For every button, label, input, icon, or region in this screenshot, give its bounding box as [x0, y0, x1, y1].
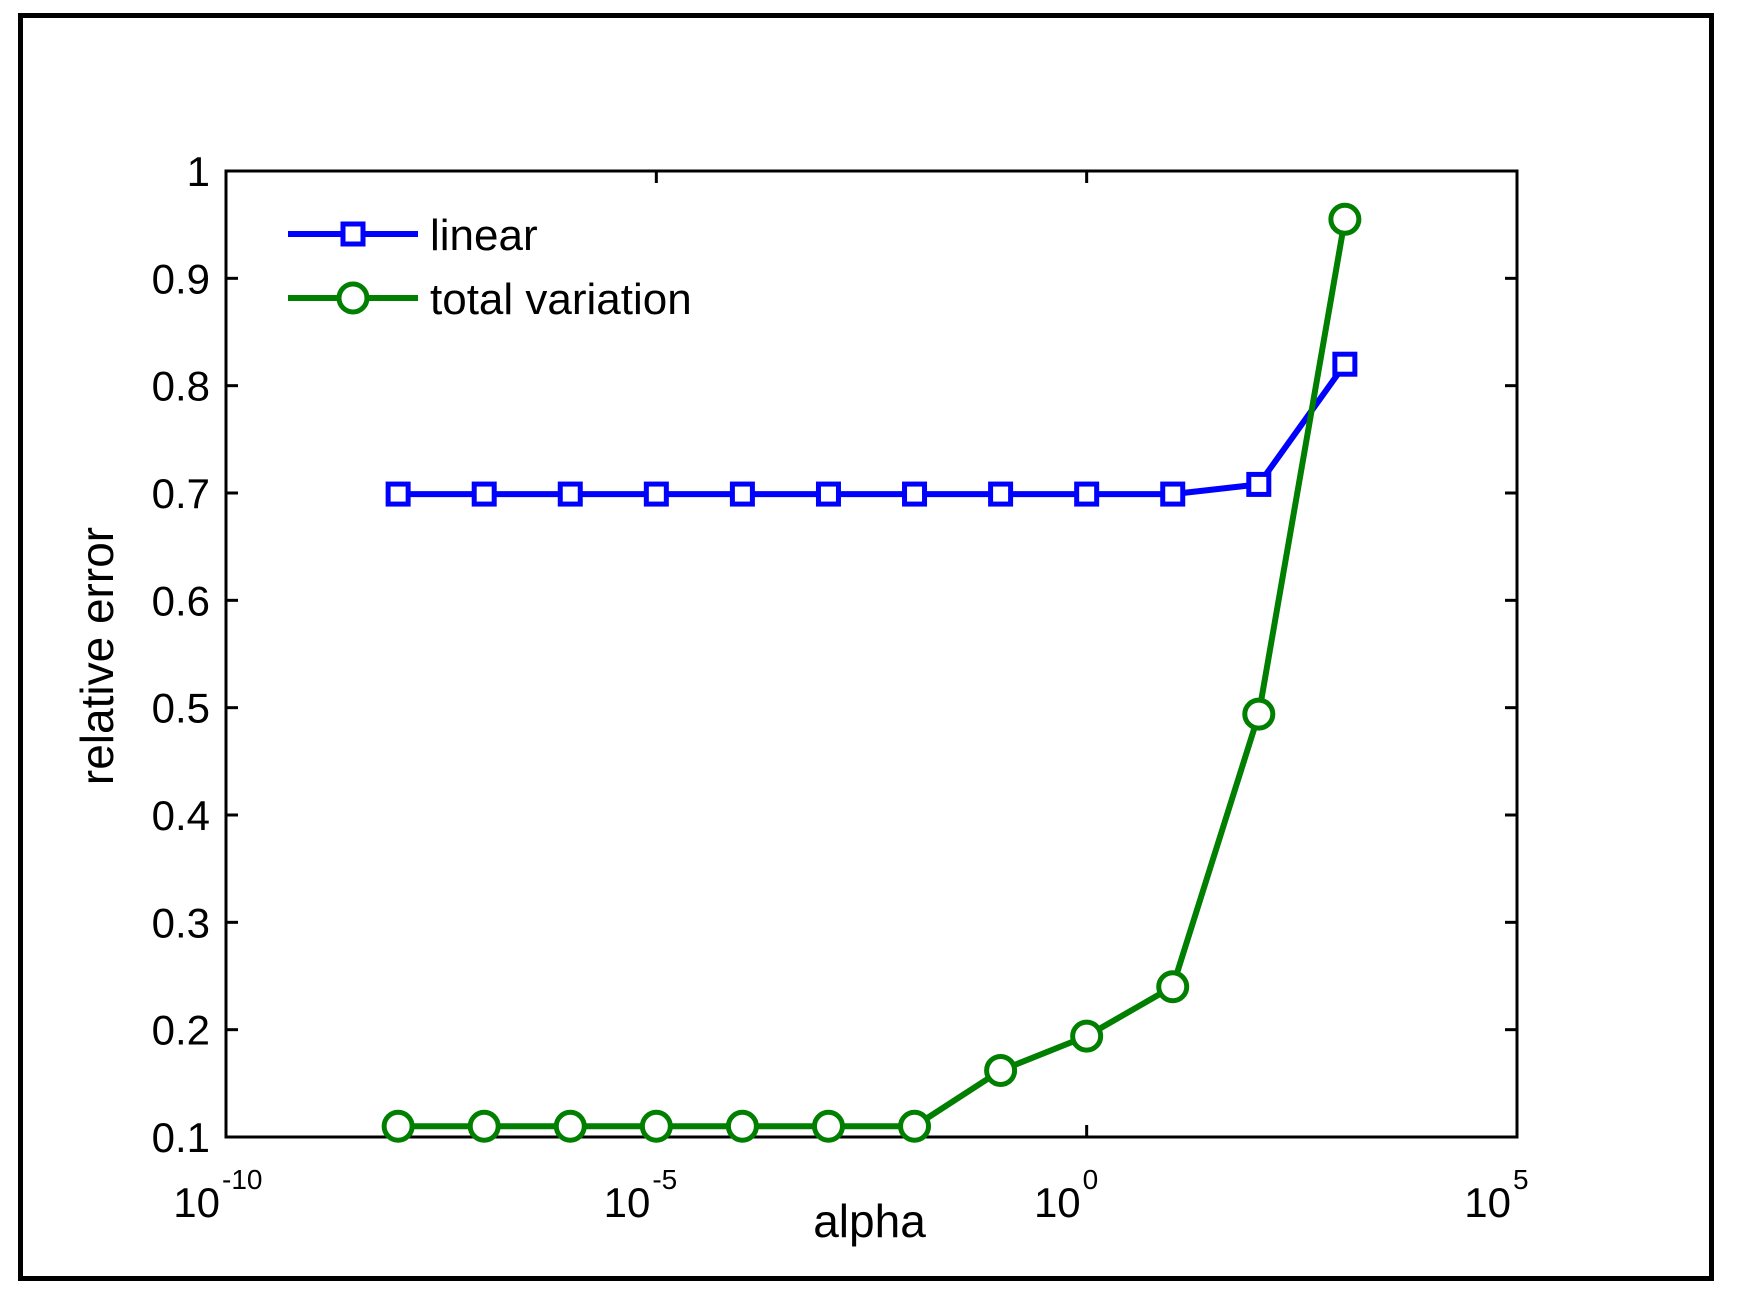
data-point [988, 481, 1014, 507]
legend: linear total variation [288, 211, 692, 324]
x-tick-base: 10 [604, 1179, 651, 1226]
data-point [1070, 1019, 1104, 1053]
y-tick-label: 0.1 [152, 1114, 210, 1161]
x-tick-exponent: -10 [222, 1164, 262, 1195]
x-tick-exponent: -5 [652, 1164, 677, 1195]
data-point [811, 1109, 845, 1143]
data-point [1160, 481, 1186, 507]
x-tick-label: 10 0 [1034, 1164, 1098, 1226]
y-axis-title: relative error [71, 527, 123, 785]
legend-item: total variation [288, 275, 692, 324]
y-tick-labels: 0.1 0.2 0.3 0.4 0.5 0.6 0.7 0.8 0.9 1 [152, 148, 210, 1161]
data-point [557, 481, 583, 507]
series-layer [381, 202, 1362, 1143]
data-point [815, 481, 841, 507]
plot-area [224, 169, 1519, 1139]
x-tick-exponent: 0 [1083, 1164, 1099, 1195]
data-point [725, 1109, 759, 1143]
y-tick-label: 0.2 [152, 1007, 210, 1054]
series-line [398, 362, 1348, 498]
data-point [643, 481, 669, 507]
data-point [1242, 697, 1276, 731]
y-tick-label: 0.5 [152, 685, 210, 732]
ticks [224, 169, 1519, 1139]
data-point [902, 481, 928, 507]
data-point [1074, 481, 1100, 507]
series-total-variation [381, 202, 1362, 1143]
data-point [984, 1053, 1018, 1087]
y-tick-label: 0.7 [152, 470, 210, 517]
data-point [1328, 202, 1362, 236]
x-tick-labels: 10 -10 10 -5 10 0 10 5 [173, 1164, 1528, 1226]
x-tick-base: 10 [1034, 1179, 1081, 1226]
y-tick-label: 0.3 [152, 899, 210, 946]
data-point [639, 1109, 673, 1143]
legend-marker [340, 221, 366, 247]
legend-label: total variation [430, 275, 692, 324]
x-tick-label: 10 -10 [173, 1164, 262, 1226]
y-tick-label: 0.8 [152, 363, 210, 410]
x-tick-base: 10 [1464, 1179, 1511, 1226]
data-point [1156, 970, 1190, 1004]
y-tick-label: 1 [187, 148, 210, 195]
y-tick-label: 0.6 [152, 577, 210, 624]
data-point [898, 1109, 932, 1143]
y-tick-label: 0.9 [152, 255, 210, 302]
y-tick-label: 0.4 [152, 792, 210, 839]
data-point [471, 481, 497, 507]
x-tick-label: 10 5 [1464, 1164, 1528, 1226]
data-point [1332, 351, 1358, 377]
data-point [1246, 471, 1272, 497]
data-point [467, 1109, 501, 1143]
data-point [553, 1109, 587, 1143]
x-tick-base: 10 [173, 1179, 220, 1226]
x-tick-label: 10 -5 [604, 1164, 678, 1226]
data-point [385, 481, 411, 507]
data-point [381, 1109, 415, 1143]
x-axis-title: alpha [813, 1195, 926, 1247]
legend-label: linear [430, 211, 538, 260]
x-tick-exponent: 5 [1513, 1164, 1529, 1195]
data-point [729, 481, 755, 507]
legend-marker [336, 281, 370, 315]
legend-item: linear [288, 211, 538, 260]
series-linear [385, 351, 1358, 507]
